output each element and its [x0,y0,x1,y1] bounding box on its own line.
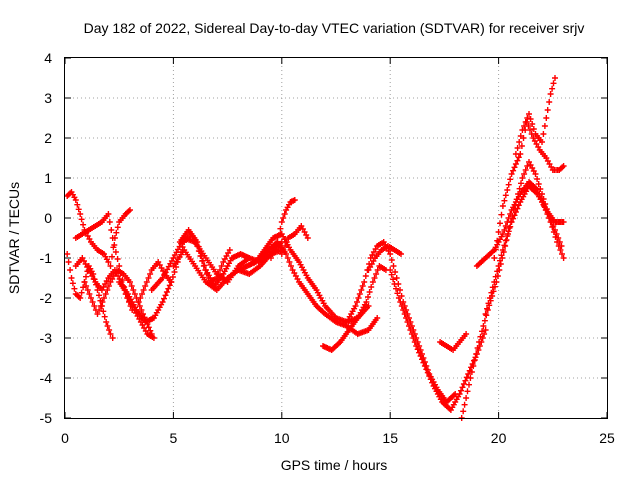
series-arc-6 [107,207,133,269]
data-point-markers [278,223,311,257]
series-arc-17 [343,239,459,405]
data-point-markers [458,159,565,421]
data-point-markers [365,243,404,273]
grid-lines [65,58,607,418]
y-axis-label: SDTVAR / TECUs [6,182,22,294]
y-tick-label: -3 [40,330,53,346]
data-series [64,75,567,421]
plot-frame [64,57,608,419]
x-axis-label: GPS time / hours [281,457,388,473]
series-arc-8 [135,231,233,305]
series-arc-21 [458,159,565,421]
data-point-markers [268,197,298,261]
x-tick-label: 10 [274,430,290,446]
series-arc-25 [512,75,558,157]
x-tick-label: 5 [170,430,178,446]
data-point-markers [320,263,389,353]
data-point-markers [387,267,489,413]
series-arc-2 [64,189,112,265]
data-point-markers [512,75,558,157]
data-point-markers [176,227,253,289]
series-arc-24 [491,119,567,261]
series-arc-11 [176,227,253,289]
series-arc-7 [116,279,175,325]
tick-labels: 0 5 10 15 20 25 -5 -4 -3 -2 -1 0 1 2 3 4 [40,50,615,446]
series-arc-22 [473,179,567,269]
data-point-markers [343,239,459,405]
series-arc-19 [387,267,489,413]
series-arc-20 [437,331,470,353]
data-point-markers [491,119,567,261]
y-tick-label: 0 [44,210,52,226]
x-tick-label: 0 [61,430,69,446]
series-arc-14 [268,197,298,261]
x-tick-label: 15 [382,430,398,446]
series-arc-23 [482,183,567,317]
x-tick-label: 25 [599,430,615,446]
series-arc-15 [278,223,311,257]
y-tick-label: 4 [44,50,52,66]
series-arc-18 [365,243,404,273]
data-point-markers [107,207,133,269]
data-point-markers [64,189,112,265]
y-tick-label: -5 [40,410,53,426]
data-point-markers [116,279,175,325]
y-tick-label: 1 [44,170,52,186]
y-tick-label: -2 [40,290,53,306]
data-point-markers [482,183,567,317]
data-point-markers [135,231,233,305]
y-tick-label: -4 [40,370,53,386]
series-arc-16 [320,263,389,353]
y-tick-label: -1 [40,250,53,266]
axis-ticks [64,57,608,419]
y-tick-label: 2 [44,130,52,146]
x-tick-label: 20 [491,430,507,446]
chart-title: Day 182 of 2022, Sidereal Day-to-day VTE… [84,20,585,36]
data-point-markers [437,331,470,353]
data-point-markers [473,179,567,269]
y-tick-label: 3 [44,90,52,106]
